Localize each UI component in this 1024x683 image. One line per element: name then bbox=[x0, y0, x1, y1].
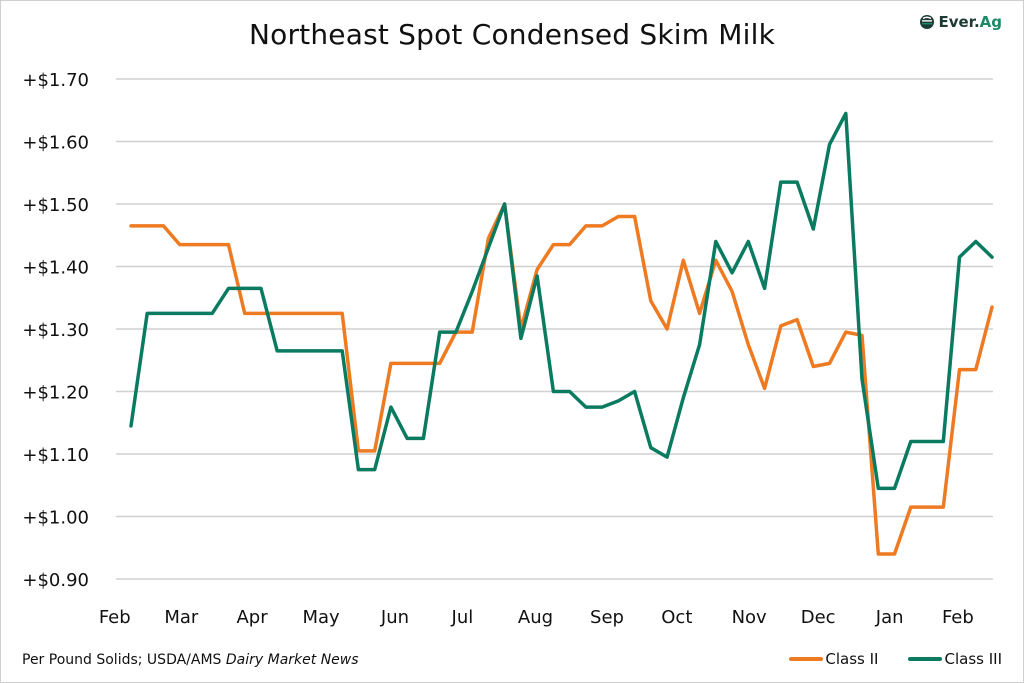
y-axis-ticks: +$0.90 +$1.00 +$1.10 +$1.20 +$1.30 +$1.40 +$1.… bbox=[22, 70, 89, 591]
legend-label-class-iii: Class III bbox=[944, 650, 1002, 668]
x-axis-ticks: Feb Mar Apr May Jun Jul Aug Sep Oct Nov Dec Jan Feb bbox=[99, 607, 974, 628]
logo-text: Ever.Ag bbox=[938, 13, 1002, 31]
x-tick-label: Jan bbox=[875, 607, 904, 628]
source-note: Per Pound Solids; USDA/AMS Dairy Market … bbox=[22, 652, 359, 668]
source-prefix: Per Pound Solids; USDA/AMS bbox=[22, 652, 226, 668]
chart-title: Northeast Spot Condensed Skim Milk bbox=[248, 18, 776, 51]
legend-swatch-class-iii bbox=[908, 657, 943, 661]
legend-item-class-iii: Class III bbox=[908, 650, 1002, 668]
y-tick-label: +$1.00 bbox=[22, 508, 89, 529]
x-tick-label: May bbox=[302, 607, 340, 628]
ever-ag-logo-icon bbox=[920, 15, 935, 29]
x-tick-label: Feb bbox=[942, 607, 974, 628]
logo-text-accent: Ag bbox=[979, 13, 1002, 31]
legend-item-class-ii: Class II bbox=[789, 650, 878, 668]
x-tick-label: Sep bbox=[590, 607, 624, 628]
y-tick-label: +$1.70 bbox=[22, 70, 89, 91]
series-line-class-ii bbox=[129, 202, 994, 556]
x-tick-label: Feb bbox=[99, 607, 131, 628]
x-tick-label: Mar bbox=[164, 607, 199, 628]
x-tick-label: Jun bbox=[380, 607, 409, 628]
legend: Class II Class III bbox=[789, 650, 1002, 668]
x-tick-label: Aug bbox=[518, 607, 553, 628]
y-tick-label: +$1.50 bbox=[22, 195, 89, 216]
x-tick-label: Dec bbox=[801, 607, 836, 628]
x-tick-label: Oct bbox=[661, 607, 692, 628]
x-tick-label: Apr bbox=[236, 607, 268, 628]
series-line-class-iii bbox=[129, 111, 994, 491]
y-tick-label: +$1.30 bbox=[22, 320, 89, 341]
y-tick-label: +$0.90 bbox=[22, 570, 89, 591]
y-tick-label: +$1.60 bbox=[22, 133, 89, 154]
ever-ag-logo: Ever.Ag bbox=[919, 13, 1002, 31]
y-tick-label: +$1.20 bbox=[22, 383, 89, 404]
gridlines bbox=[116, 78, 993, 580]
x-tick-label: Nov bbox=[732, 607, 767, 628]
source-publication: Dairy Market News bbox=[225, 652, 359, 668]
series-lines bbox=[129, 111, 994, 556]
y-tick-label: +$1.10 bbox=[22, 445, 89, 466]
y-tick-label: +$1.40 bbox=[22, 258, 89, 279]
x-tick-label: Jul bbox=[451, 607, 474, 628]
legend-swatch-class-ii bbox=[789, 657, 824, 661]
logo-text-main: Ever. bbox=[938, 13, 980, 31]
legend-label-class-ii: Class II bbox=[825, 650, 879, 668]
